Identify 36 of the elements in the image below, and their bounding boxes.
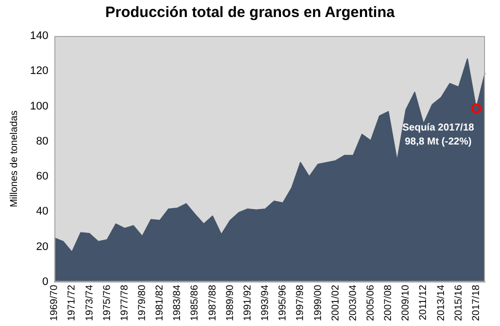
x-tick-label: 1973/74 — [84, 284, 96, 322]
x-tick-label: 1989/90 — [224, 284, 236, 322]
y-axis-title: Millones de toneladas — [8, 110, 20, 208]
x-tick-label: 1983/84 — [172, 284, 184, 322]
x-tick-label: 2007/08 — [383, 284, 394, 322]
x-tick-label: 1987/88 — [207, 284, 218, 322]
x-tick-label: 2001/02 — [330, 284, 342, 322]
x-tick-label: 1993/94 — [260, 284, 272, 322]
chart-title: Producción total de granos en Argentina — [104, 4, 396, 21]
y-tick-label: 40 — [36, 206, 48, 218]
x-tick-label: 2013/14 — [436, 284, 447, 322]
x-tick-label: 1985/86 — [190, 284, 201, 322]
x-tick-label: 2017/18 — [470, 284, 482, 322]
x-tick-label: 1991/92 — [242, 284, 254, 322]
y-tick-label: 60 — [36, 170, 48, 183]
y-tick-label: 120 — [30, 65, 48, 78]
y-tick-label: 0 — [42, 276, 48, 288]
x-tick-label: 1971/72 — [66, 284, 78, 322]
x-tick-label: 1977/78 — [119, 284, 130, 322]
x-tick-label: 2005/06 — [365, 284, 376, 322]
y-tick-label: 80 — [36, 135, 48, 148]
x-tick-label: 1979/80 — [136, 284, 148, 322]
y-tick-label: 140 — [30, 30, 48, 42]
x-tick-label: 2003/04 — [348, 284, 359, 322]
x-tick-label: 2009/10 — [400, 284, 412, 322]
x-tick-label: 1999/00 — [312, 284, 324, 322]
x-tick-label: 1995/96 — [278, 284, 289, 322]
x-tick-label: 2011/12 — [418, 284, 430, 320]
x-tick-label: 2015/16 — [453, 284, 464, 322]
x-tick-label: 1969/70 — [49, 284, 60, 322]
x-tick-label: 1981/82 — [154, 284, 166, 322]
x-tick-label: 1975/76 — [102, 284, 113, 322]
y-tick-label: 100 — [30, 100, 48, 112]
y-tick-label: 20 — [36, 240, 48, 253]
x-tick-label: 1997/98 — [295, 284, 306, 322]
annotation: Sequía 2017/18 98,8 Mt (-22%) — [402, 122, 475, 148]
